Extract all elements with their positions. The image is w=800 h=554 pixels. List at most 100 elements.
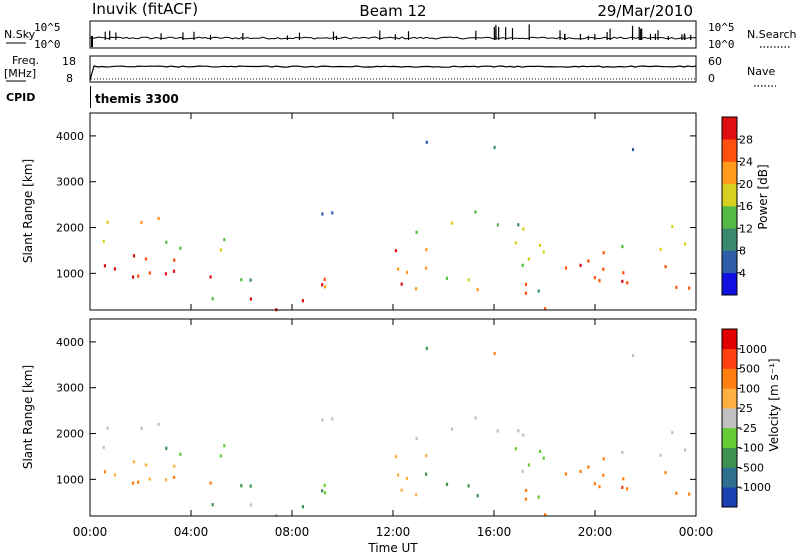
- velocity-cell: [598, 485, 601, 489]
- power-cell: [415, 287, 418, 291]
- power-cell: [113, 267, 116, 271]
- velocity-colorbar: 1000 500 100 25 -25 -100 -500 -1000: [721, 328, 771, 508]
- cpid-value: themis 3300: [95, 92, 179, 106]
- power-cell: [602, 267, 605, 271]
- colorbar-swatch: [722, 183, 737, 207]
- power-cell: [621, 245, 624, 249]
- power-ylabel: Slant Range [km]: [21, 159, 35, 263]
- velocity-cell: [219, 454, 222, 458]
- velocity-cell: [476, 494, 479, 498]
- colorbar-tick-label: 8: [739, 245, 746, 258]
- velocity-cell: [537, 495, 540, 499]
- power-cell: [659, 247, 662, 251]
- colorbar-tick-label: 25: [739, 402, 753, 415]
- power-cell: [400, 282, 403, 286]
- velocity-cell: [467, 484, 470, 488]
- velocity-cell: [144, 463, 148, 467]
- velocity-cell: [179, 452, 182, 456]
- velocity-cell: [132, 460, 136, 464]
- date-title: 29/Mar/2010: [597, 2, 693, 20]
- velocity-cell: [524, 497, 527, 501]
- colorbar-tick-label: 20: [739, 178, 753, 191]
- velocity-cell: [659, 453, 662, 457]
- power-cell: [544, 307, 547, 311]
- power-cell: [249, 278, 252, 282]
- power-cell: [493, 145, 496, 150]
- power-cell: [102, 239, 105, 244]
- velocity-cell: [496, 429, 499, 433]
- power-cell: [522, 227, 525, 231]
- power-cell: [496, 223, 499, 227]
- power-cell: [394, 249, 397, 253]
- y-tick-label: 1000: [56, 473, 84, 486]
- velocity-colorbar-label: Velocity [m s⁻¹]: [767, 358, 781, 451]
- power-cell: [301, 299, 304, 303]
- x-axis-label: Time UT: [367, 541, 418, 554]
- freq-tick-bottom: 8: [66, 72, 73, 85]
- velocity-cell: [425, 346, 428, 350]
- velocity-cell: [249, 503, 252, 507]
- y-tick-label: 3000: [56, 176, 84, 189]
- power-x-ticks: [89, 113, 697, 310]
- freq-frame: [89, 55, 697, 83]
- x-tick-label: 20:00: [578, 525, 613, 539]
- colorbar-tick-label: 16: [739, 200, 753, 213]
- freq-label: Freq.: [12, 54, 39, 67]
- velocity-cell: [165, 446, 168, 450]
- nsearch-label: N.Search: [747, 28, 797, 41]
- power-cell: [602, 251, 605, 255]
- colorbar-swatch: [722, 206, 737, 229]
- power-cell: [524, 282, 528, 286]
- noise-tick-bottom-left: 10^0: [34, 38, 61, 51]
- power-cell: [622, 271, 625, 275]
- power-cell: [331, 211, 334, 215]
- velocity-cell: [664, 471, 667, 475]
- power-cell: [527, 257, 530, 261]
- colorbar-swatch: [722, 161, 737, 185]
- power-cell: [675, 285, 678, 289]
- power-cell: [467, 278, 470, 282]
- colorbar-swatch: [722, 368, 737, 389]
- colorbar-swatch: [722, 467, 737, 488]
- velocity-cell: [474, 416, 477, 420]
- power-cell: [157, 216, 160, 220]
- power-cell: [323, 277, 326, 281]
- power-cell: [219, 248, 222, 252]
- freq-tick-top: 18: [62, 55, 76, 68]
- power-heatmap: [102, 140, 691, 312]
- power-frame: [89, 112, 697, 311]
- colorbar-swatch: [722, 139, 737, 162]
- velocity-cell: [539, 449, 542, 453]
- freq-unit: [MHz]: [4, 67, 36, 80]
- power-y-axis: 1000 2000 3000 4000: [56, 130, 696, 280]
- colorbar-swatch: [722, 228, 737, 251]
- colorbar-swatch: [722, 329, 737, 350]
- power-cell: [324, 285, 327, 289]
- power-cell: [537, 289, 540, 293]
- velocity-cell: [405, 476, 409, 480]
- velocity-cell: [140, 426, 143, 430]
- power-cell: [173, 258, 176, 262]
- velocity-ylabel: Slant Range [km]: [21, 365, 35, 469]
- colorbar-tick-label: 28: [739, 133, 753, 146]
- power-cell: [425, 266, 428, 270]
- velocity-cell: [223, 444, 226, 448]
- velocity-cell: [102, 445, 105, 450]
- station-title: Inuvik (fitACF): [92, 0, 198, 18]
- noise-frame: [89, 20, 697, 49]
- colorbar-swatch: [722, 487, 737, 508]
- power-cell: [321, 283, 324, 287]
- velocity-cell: [209, 481, 212, 485]
- velocity-cell: [544, 513, 547, 517]
- velocity-frame: [89, 318, 697, 517]
- power-cell: [564, 266, 568, 270]
- power-cell: [164, 272, 167, 276]
- colorbar-tick-label: -25: [739, 422, 757, 435]
- colorbar-tick-label: -100: [739, 442, 764, 455]
- power-cell: [626, 281, 629, 285]
- y-tick-label: 1000: [56, 267, 84, 280]
- colorbar-tick-label: -500: [739, 461, 764, 474]
- x-tick-label: 00:00: [73, 525, 108, 539]
